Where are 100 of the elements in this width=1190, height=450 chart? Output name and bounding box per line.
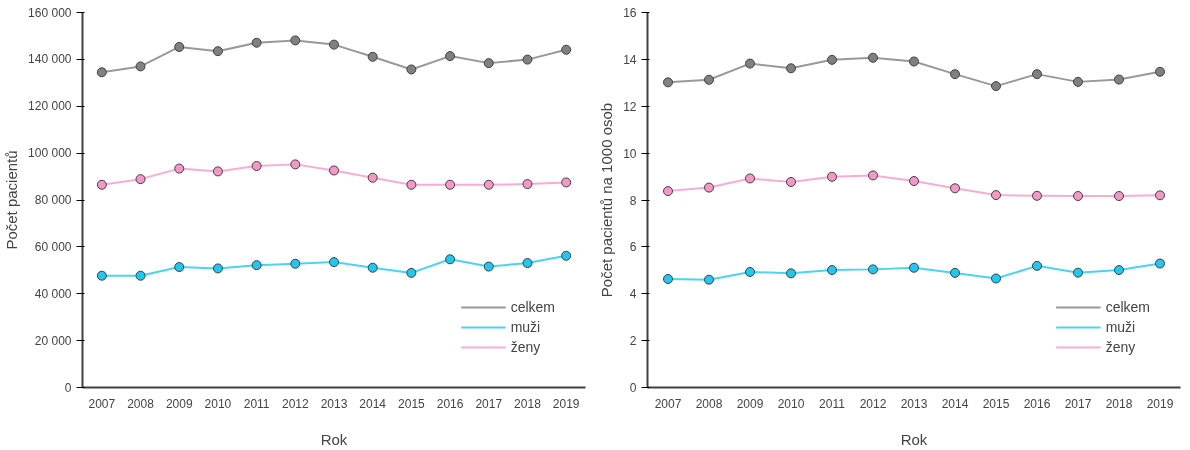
y-tick-label: 6 (629, 240, 637, 255)
point (561, 250, 572, 261)
x-tick-label: 2009 (736, 396, 764, 411)
y-tick-label: 2 (629, 334, 637, 349)
y-tick-label: 4 (629, 287, 637, 302)
point (135, 61, 146, 72)
y-tick-label: 80 000 (34, 193, 72, 207)
point (745, 173, 755, 184)
point (522, 54, 533, 65)
x-axis-title: Rok (900, 430, 928, 448)
x-tick-label: 2007 (654, 396, 682, 411)
point (827, 171, 837, 182)
legend-label: muži (510, 319, 541, 335)
x-tick-label: 2019 (552, 396, 580, 411)
x-tick-label: 2018 (514, 396, 542, 411)
point (827, 54, 837, 65)
point (329, 257, 339, 268)
x-tick-label: 2010 (777, 396, 805, 411)
point (1073, 76, 1083, 87)
x-tick-label: 2014 (359, 396, 387, 411)
x-tick-label: 2013 (320, 396, 348, 411)
x-tick-label: 2007 (88, 396, 116, 411)
point (868, 170, 878, 181)
point (96, 179, 107, 190)
y-tick-label: 14 (623, 52, 637, 67)
y-tick-label: 0 (64, 380, 72, 395)
point (406, 267, 417, 278)
point (1032, 260, 1042, 271)
point (950, 69, 960, 80)
point (1114, 191, 1124, 202)
point (96, 67, 107, 78)
x-tick-label: 2019 (1146, 396, 1174, 411)
point (290, 258, 301, 269)
point (704, 182, 714, 193)
point (522, 179, 533, 190)
point (483, 261, 494, 272)
point (561, 177, 572, 188)
point (786, 63, 796, 74)
point (786, 176, 796, 187)
point (1155, 190, 1165, 201)
x-tick-label: 2017 (475, 396, 503, 411)
y-axis-title: Počet pacientů na 1000 osob (598, 102, 616, 298)
point (704, 274, 714, 285)
point (1155, 66, 1165, 77)
point (290, 159, 301, 170)
legend-label: muži (1105, 319, 1136, 335)
x-tick-label: 2017 (1064, 396, 1092, 411)
point (290, 35, 301, 46)
x-tick-label: 2010 (204, 396, 232, 411)
x-tick-label: 2018 (1105, 396, 1133, 411)
x-tick-label: 2015 (398, 396, 426, 411)
point (1032, 190, 1042, 201)
x-tick-label: 2013 (900, 396, 928, 411)
point (174, 262, 185, 273)
y-tick-label: 16 (623, 6, 637, 20)
y-tick-label: 8 (629, 193, 637, 208)
point (868, 264, 878, 275)
point (174, 41, 185, 52)
point (745, 58, 755, 69)
point (561, 44, 572, 55)
x-tick-label: 2011 (243, 396, 270, 411)
point (991, 273, 1001, 284)
point (1114, 265, 1124, 276)
point (406, 64, 417, 75)
point (991, 81, 1001, 92)
legend-label: celkem (510, 299, 555, 315)
x-tick-label: 2008 (127, 396, 155, 411)
point (950, 267, 960, 278)
y-tick-label: 40 000 (34, 286, 72, 301)
x-tick-label: 2011 (819, 396, 846, 411)
point (1073, 191, 1083, 202)
x-tick-label: 2012 (859, 396, 887, 411)
point (445, 179, 456, 190)
point (786, 268, 796, 279)
x-tick-label: 2008 (695, 396, 723, 411)
x-axis-title: Rok (320, 430, 348, 448)
point (135, 174, 146, 185)
y-tick-label: 0 (629, 381, 637, 395)
y-tick-label: 10 (623, 146, 637, 161)
legend-label: celkem (1105, 299, 1150, 315)
point (909, 56, 919, 67)
point (663, 77, 673, 88)
y-tick-label: 12 (623, 99, 637, 114)
point (745, 266, 755, 277)
y-tick-label: 20 000 (34, 333, 72, 348)
point (251, 37, 262, 48)
point (522, 258, 533, 269)
y-tick-label: 160 000 (28, 5, 72, 20)
legend-label: ženy (510, 339, 541, 355)
point (704, 74, 714, 85)
point (329, 39, 339, 50)
point (1114, 74, 1124, 85)
point (663, 273, 673, 284)
x-tick-label: 2016 (436, 396, 464, 411)
point (251, 260, 262, 271)
point (663, 186, 673, 197)
point (868, 52, 878, 63)
point (212, 263, 223, 274)
point (1032, 69, 1042, 80)
y-axis-title: Počet pacientů (3, 150, 21, 250)
